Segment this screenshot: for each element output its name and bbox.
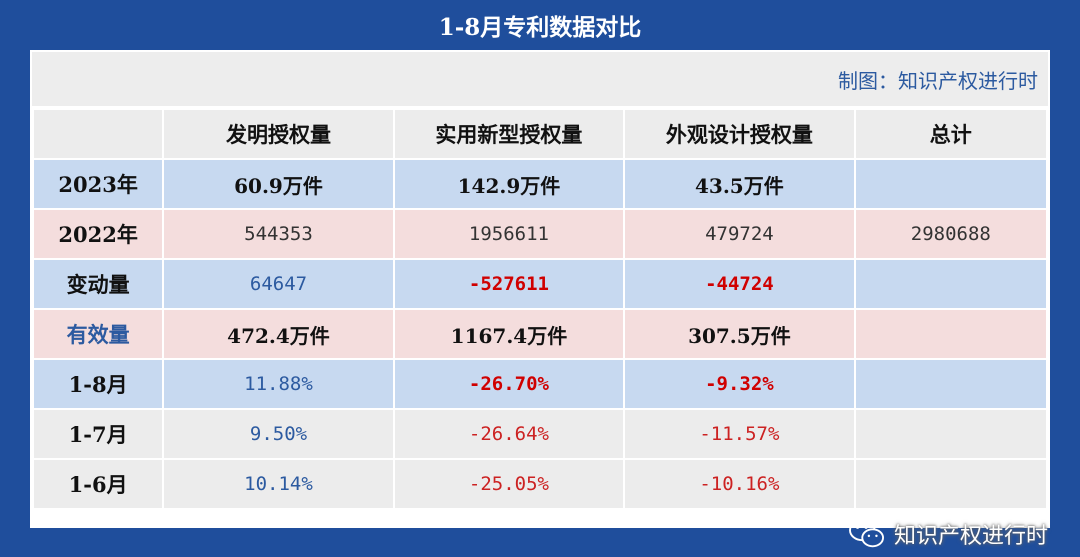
row-label: 1-8月: [34, 360, 163, 408]
cell-utility-model: -26.64%: [394, 410, 624, 458]
cell-total: [855, 260, 1046, 308]
cell-utility-model: -26.70%: [394, 360, 624, 408]
row-label: 1-7月: [34, 410, 163, 458]
watermark-text: 知识产权进行时: [893, 524, 1048, 549]
cell-invention: 472.4万件: [164, 310, 393, 358]
header-utility-model: 实用新型授权量: [394, 110, 624, 158]
table-header-row: 发明授权量 实用新型授权量 外观设计授权量 总计: [34, 110, 1046, 158]
cell-invention: 60.9万件: [164, 160, 393, 208]
cell-invention: 11.88%: [164, 360, 393, 408]
cell-utility-model: -25.05%: [394, 460, 624, 508]
data-table-panel: 制图：知识产权进行时 发明授权量 实用新型授权量 外观设计授权量 总计 2023…: [30, 50, 1050, 528]
table-row: 1-7月 9.50% -26.64% -11.57%: [34, 410, 1046, 458]
cell-design: -9.32%: [625, 360, 854, 408]
table-row: 2022年 544353 1956611 479724 2980688: [34, 210, 1046, 258]
table-row: 1-8月 11.88% -26.70% -9.32%: [34, 360, 1046, 408]
row-label: 1-6月: [34, 460, 163, 508]
patent-comparison-table: 发明授权量 实用新型授权量 外观设计授权量 总计 2023年 60.9万件 14…: [32, 108, 1048, 510]
row-label: 变动量: [34, 260, 163, 308]
cell-total: [855, 160, 1046, 208]
cell-invention: 64647: [164, 260, 393, 308]
cell-invention: 10.14%: [164, 460, 393, 508]
table-row: 2023年 60.9万件 142.9万件 43.5万件: [34, 160, 1046, 208]
cell-invention: 544353: [164, 210, 393, 258]
cell-utility-model: 142.9万件: [394, 160, 624, 208]
page-title: 1-8月专利数据对比: [438, 14, 642, 41]
header-design: 外观设计授权量: [625, 110, 854, 158]
table-row: 变动量 64647 -527611 -44724: [34, 260, 1046, 308]
cell-total: [855, 410, 1046, 458]
header-invention: 发明授权量: [164, 110, 393, 158]
cell-utility-model: -527611: [394, 260, 624, 308]
table-row: 1-6月 10.14% -25.05% -10.16%: [34, 460, 1046, 508]
cell-total: [855, 360, 1046, 408]
cell-utility-model: 1956611: [394, 210, 624, 258]
cell-utility-model: 1167.4万件: [394, 310, 624, 358]
cell-design: -11.57%: [625, 410, 854, 458]
cell-design: 43.5万件: [625, 160, 854, 208]
wechat-icon: [849, 519, 884, 548]
header-corner: [34, 110, 163, 158]
credit-line: 制图：知识产权进行时: [32, 52, 1048, 106]
cell-design: 307.5万件: [625, 310, 854, 358]
watermark: 知识产权进行时: [848, 517, 1048, 551]
cell-total: [855, 310, 1046, 358]
row-label: 2023年: [34, 160, 163, 208]
table-row: 有效量 472.4万件 1167.4万件 307.5万件: [34, 310, 1046, 358]
row-label: 有效量: [34, 310, 163, 358]
header-total: 总计: [855, 110, 1046, 158]
cell-design: 479724: [625, 210, 854, 258]
cell-total: 2980688: [855, 210, 1046, 258]
cell-total: [855, 460, 1046, 508]
cell-design: -44724: [625, 260, 854, 308]
cell-invention: 9.50%: [164, 410, 393, 458]
cell-design: -10.16%: [625, 460, 854, 508]
row-label: 2022年: [34, 210, 163, 258]
